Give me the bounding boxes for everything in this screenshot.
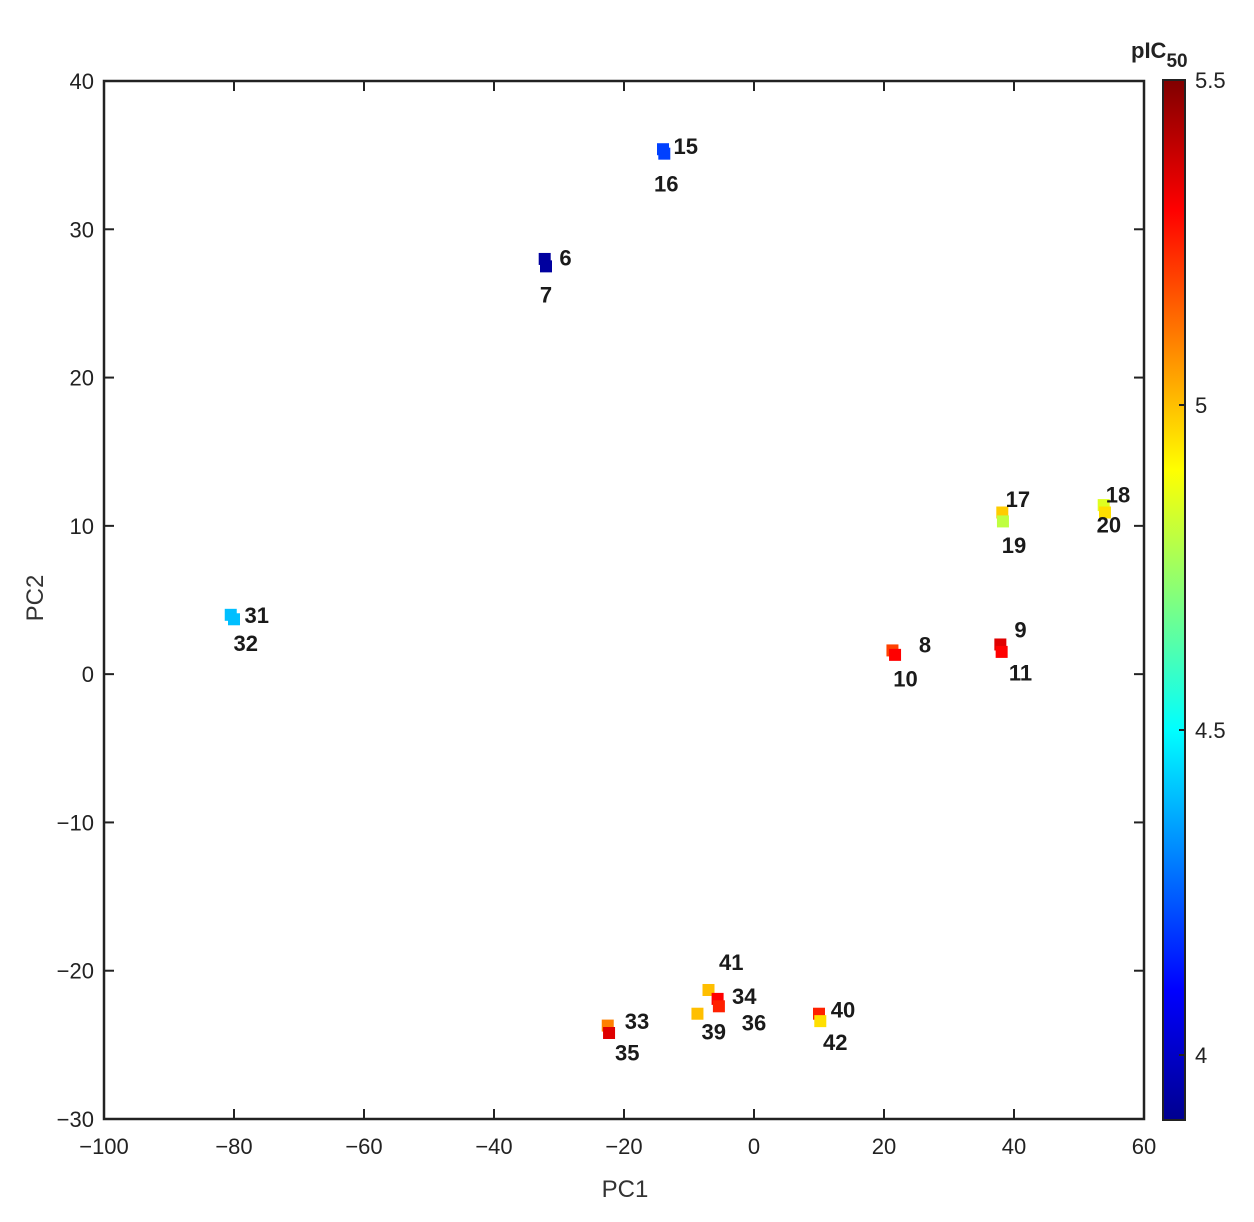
y-tick-label: 10	[70, 514, 94, 539]
point-label-19: 19	[1002, 533, 1026, 558]
y-tick-label: −30	[57, 1107, 94, 1132]
point-label-33: 33	[625, 1009, 649, 1034]
point-label-35: 35	[615, 1040, 639, 1065]
data-point-11	[995, 645, 1008, 658]
x-tick-label: −80	[215, 1134, 252, 1159]
point-label-17: 17	[1006, 487, 1030, 512]
plot-frame	[102, 79, 1146, 1121]
data-point-36	[712, 1000, 725, 1013]
y-tick-label: 40	[70, 69, 94, 94]
y-tick-label: −20	[57, 959, 94, 984]
data-point-16	[658, 147, 671, 160]
point-label-9: 9	[1014, 618, 1026, 643]
y-tick-label: −10	[57, 810, 94, 835]
point-label-16: 16	[654, 171, 678, 196]
y-tick-label: 0	[82, 662, 94, 687]
point-label-10: 10	[893, 667, 917, 692]
point-label-42: 42	[823, 1030, 847, 1055]
point-label-18: 18	[1106, 483, 1130, 508]
data-point-32	[228, 613, 240, 626]
x-tick-label: −40	[475, 1134, 512, 1159]
y-axis-title: PC2	[22, 575, 49, 622]
x-tick-label: −60	[345, 1134, 382, 1159]
point-label-15: 15	[674, 134, 698, 159]
data-point-19	[996, 515, 1009, 528]
colorbar-tick-label: 5.5	[1195, 68, 1226, 93]
colorbar-tick-label: 4	[1195, 1043, 1207, 1068]
x-tick-label: 40	[1002, 1134, 1026, 1159]
data-point-10	[889, 648, 902, 661]
x-tick-label: 20	[872, 1134, 896, 1159]
y-tick-label: 30	[70, 217, 94, 242]
point-label-6: 6	[559, 245, 571, 270]
data-point-39	[691, 1007, 704, 1020]
colorbar-gradient	[1163, 80, 1185, 1120]
data-point-20	[1099, 506, 1111, 519]
data-point-42	[814, 1015, 827, 1028]
x-tick-label: 0	[748, 1134, 760, 1159]
data-point-7	[540, 260, 552, 273]
x-tick-label: −20	[605, 1134, 642, 1159]
point-label-40: 40	[831, 997, 855, 1022]
colorbar-title-main: pIC	[1131, 38, 1167, 63]
point-label-39: 39	[701, 1020, 725, 1045]
point-label-20: 20	[1097, 512, 1121, 537]
colorbar-title: pIC50	[1131, 38, 1188, 72]
colorbar-tick-label: 5	[1195, 393, 1207, 418]
point-label-36: 36	[742, 1011, 766, 1036]
x-tick-label: −100	[79, 1134, 129, 1159]
point-label-34: 34	[732, 984, 757, 1009]
x-tick-label: 60	[1132, 1134, 1156, 1159]
colorbar-frame	[1162, 79, 1186, 1121]
point-label-32: 32	[233, 631, 257, 656]
point-label-41: 41	[719, 950, 743, 975]
point-label-8: 8	[919, 632, 931, 657]
x-axis-title: PC1	[602, 1176, 649, 1203]
colorbar-tick-label: 4.5	[1195, 718, 1226, 743]
point-label-7: 7	[540, 283, 552, 308]
colorbar-title-subscript: 50	[1166, 51, 1187, 72]
data-point-35	[603, 1026, 616, 1039]
point-label-11: 11	[1009, 661, 1032, 686]
point-label-31: 31	[245, 603, 269, 628]
data-point-41	[702, 983, 715, 996]
y-tick-label: 20	[70, 366, 94, 391]
